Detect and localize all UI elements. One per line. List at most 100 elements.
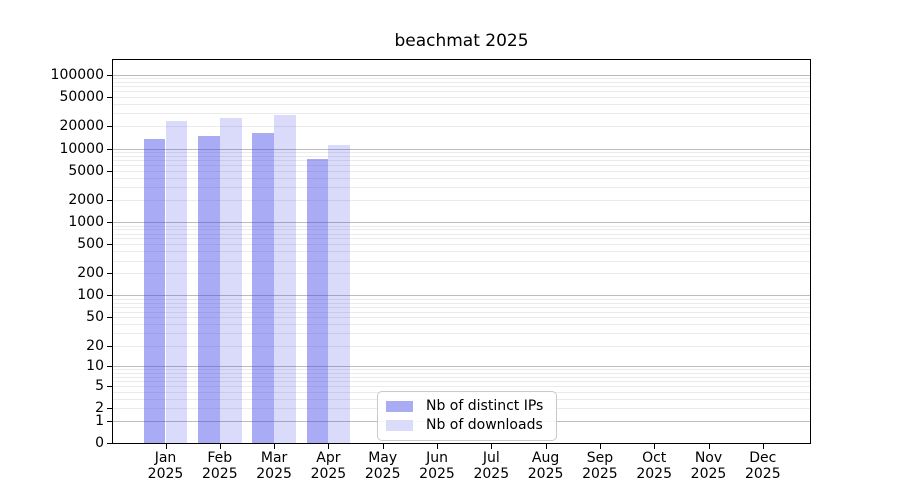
plot-area bbox=[113, 60, 810, 443]
y-axis-tick bbox=[107, 149, 113, 150]
legend-label-distinct-ips: Nb of distinct IPs bbox=[426, 398, 544, 414]
y-axis-tick-label: 20000 bbox=[59, 118, 104, 135]
major-gridline bbox=[113, 221, 810, 223]
minor-gridline bbox=[113, 243, 810, 245]
minor-gridline bbox=[113, 380, 810, 382]
x-axis-tick bbox=[166, 444, 167, 449]
minor-gridline bbox=[113, 306, 810, 308]
major-gridline bbox=[113, 294, 810, 296]
x-axis-tick-label-year: 2025 bbox=[201, 466, 238, 482]
major-gridline bbox=[113, 365, 810, 367]
y-axis-tick bbox=[107, 273, 113, 274]
minor-gridline bbox=[113, 81, 810, 83]
y-axis-tick-label: 500 bbox=[77, 236, 104, 253]
x-axis-tick-label-year: 2025 bbox=[690, 466, 727, 482]
minor-gridline bbox=[113, 90, 810, 92]
minor-gridline bbox=[113, 112, 810, 114]
x-axis-tick bbox=[491, 444, 492, 449]
x-axis-tick-label: Apr 2025 bbox=[300, 450, 356, 482]
y-axis-tick-label: 5000 bbox=[68, 162, 104, 179]
bar-downloads-apr bbox=[328, 144, 351, 443]
y-axis-tick bbox=[107, 75, 113, 76]
y-axis-tick-label: 5 bbox=[95, 377, 104, 394]
minor-gridline bbox=[113, 298, 810, 300]
y-axis-tick-label: 50000 bbox=[59, 89, 104, 106]
minor-gridline bbox=[113, 159, 810, 161]
major-gridline bbox=[113, 74, 810, 76]
y-axis-tick bbox=[107, 346, 113, 347]
major-gridline bbox=[113, 148, 810, 150]
x-axis-tick-label-year: 2025 bbox=[256, 466, 292, 482]
minor-gridline bbox=[113, 103, 810, 105]
minor-gridline bbox=[113, 164, 810, 166]
x-axis-tick-label-year: 2025 bbox=[419, 466, 455, 482]
bar-distinct-ips-mar bbox=[252, 133, 275, 443]
minor-gridline bbox=[113, 332, 810, 334]
minor-gridline bbox=[113, 177, 810, 179]
minor-gridline bbox=[113, 186, 810, 188]
minor-gridline bbox=[113, 155, 810, 157]
y-axis-tick-label: 1 bbox=[95, 412, 104, 429]
y-axis-tick-label: 0 bbox=[95, 435, 104, 451]
y-axis-tick bbox=[107, 366, 113, 367]
bar-downloads-feb bbox=[219, 118, 242, 443]
legend-swatch-distinct-ips bbox=[386, 401, 413, 412]
legend-item-downloads: Nb of downloads bbox=[386, 418, 543, 433]
x-axis-tick bbox=[437, 444, 438, 449]
minor-gridline bbox=[113, 272, 810, 274]
x-axis-tick bbox=[763, 444, 764, 449]
y-axis-tick-label: 200 bbox=[77, 265, 104, 282]
y-axis-tick bbox=[107, 317, 113, 318]
x-axis-tick-label-year: 2025 bbox=[582, 466, 618, 482]
x-axis-tick-label-year: 2025 bbox=[147, 466, 184, 482]
x-axis-tick-label-year: 2025 bbox=[636, 466, 672, 482]
y-axis-tick bbox=[107, 200, 113, 201]
x-axis-tick bbox=[546, 444, 547, 449]
y-axis-tick-label: 50 bbox=[86, 309, 104, 326]
minor-gridline bbox=[113, 225, 810, 227]
minor-gridline bbox=[113, 302, 810, 304]
x-axis-tick-label: May 2025 bbox=[355, 450, 411, 482]
y-axis-tick-label: 2 bbox=[95, 399, 104, 416]
minor-gridline bbox=[113, 151, 810, 153]
y-axis-tick-label: 20 bbox=[86, 337, 104, 354]
minor-gridline bbox=[113, 260, 810, 262]
x-axis-tick-label-year: 2025 bbox=[527, 466, 564, 482]
legend-item-distinct-ips: Nb of distinct IPs bbox=[386, 399, 543, 414]
x-axis-tick bbox=[220, 444, 221, 449]
minor-gridline bbox=[113, 323, 810, 325]
chart-title: beachmat 2025 bbox=[394, 31, 529, 51]
bar-distinct-ips-feb bbox=[198, 136, 220, 443]
x-axis-tick bbox=[274, 444, 275, 449]
x-axis-tick-label: Mar 2025 bbox=[246, 450, 302, 482]
x-axis-tick-label: Jan 2025 bbox=[138, 450, 194, 482]
x-axis-tick-label: Aug 2025 bbox=[518, 450, 574, 482]
x-axis-tick bbox=[328, 444, 329, 449]
y-axis-tick bbox=[107, 126, 113, 127]
y-axis-tick-label: 2000 bbox=[68, 192, 104, 209]
y-axis-tick-label: 100000 bbox=[50, 67, 104, 83]
minor-gridline bbox=[113, 77, 810, 79]
minor-gridline bbox=[113, 125, 810, 127]
bar-distinct-ips-jan bbox=[143, 139, 166, 443]
minor-gridline bbox=[113, 85, 810, 87]
x-axis-tick bbox=[383, 444, 384, 449]
x-axis-tick-label: Dec 2025 bbox=[735, 450, 791, 482]
minor-gridline bbox=[113, 237, 810, 239]
x-axis-tick-label-year: 2025 bbox=[744, 466, 781, 482]
minor-gridline bbox=[113, 345, 810, 347]
x-axis-tick-label: Jun 2025 bbox=[409, 450, 465, 482]
x-axis-tick-label-year: 2025 bbox=[364, 466, 401, 482]
y-axis-tick-label: 10 bbox=[86, 358, 104, 375]
minor-gridline bbox=[113, 233, 810, 235]
x-axis-tick bbox=[654, 444, 655, 449]
minor-gridline bbox=[113, 96, 810, 98]
legend-swatch-downloads bbox=[386, 420, 413, 431]
y-axis-tick bbox=[107, 408, 113, 409]
minor-gridline bbox=[113, 316, 810, 318]
x-axis-tick-label: Feb 2025 bbox=[192, 450, 248, 482]
minor-gridline bbox=[113, 376, 810, 378]
y-axis-tick bbox=[107, 244, 113, 245]
y-axis-tick bbox=[107, 97, 113, 98]
y-axis-tick bbox=[107, 171, 113, 172]
